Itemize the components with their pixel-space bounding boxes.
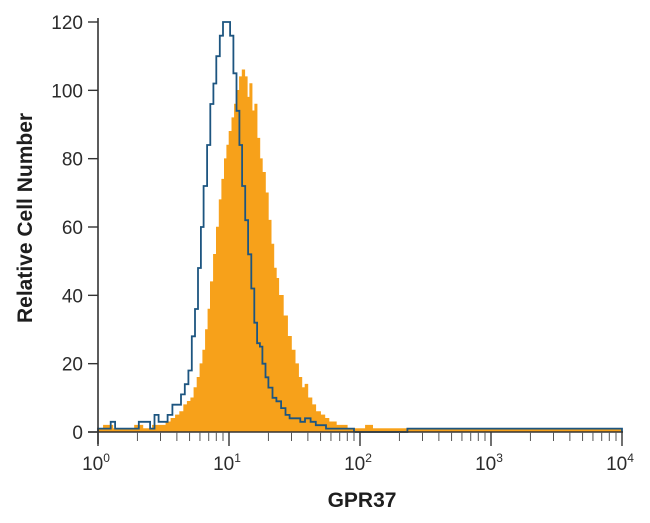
x-tick-label: 103: [475, 451, 503, 475]
y-ticks: 0 20 40 60 80 100 120: [51, 13, 98, 444]
x-tick-label: 102: [344, 451, 372, 475]
x-tick-label: 101: [213, 451, 241, 475]
y-tick-label: 60: [62, 218, 83, 239]
y-tick-label: 80: [62, 150, 83, 171]
stained-histogram: [97, 69, 623, 433]
x-axis-title: GPR37: [328, 489, 397, 512]
plot-series: [97, 21, 623, 433]
control-histogram-outline: [97, 21, 623, 433]
y-axis-title: Relative Cell Number: [14, 113, 37, 323]
y-tick-label: 0: [72, 423, 83, 444]
y-tick-label: 100: [51, 81, 83, 102]
x-tick-label: 100: [82, 451, 110, 475]
y-tick-label: 20: [62, 355, 83, 376]
y-tick-label: 120: [51, 13, 83, 34]
axes: 0 20 40 60 80 100 120 100 101 102 103 104: [51, 13, 634, 475]
x-ticks: 100 101 102 103 104: [82, 432, 634, 475]
x-tick-label: 104: [606, 451, 634, 475]
y-tick-label: 40: [62, 286, 83, 307]
